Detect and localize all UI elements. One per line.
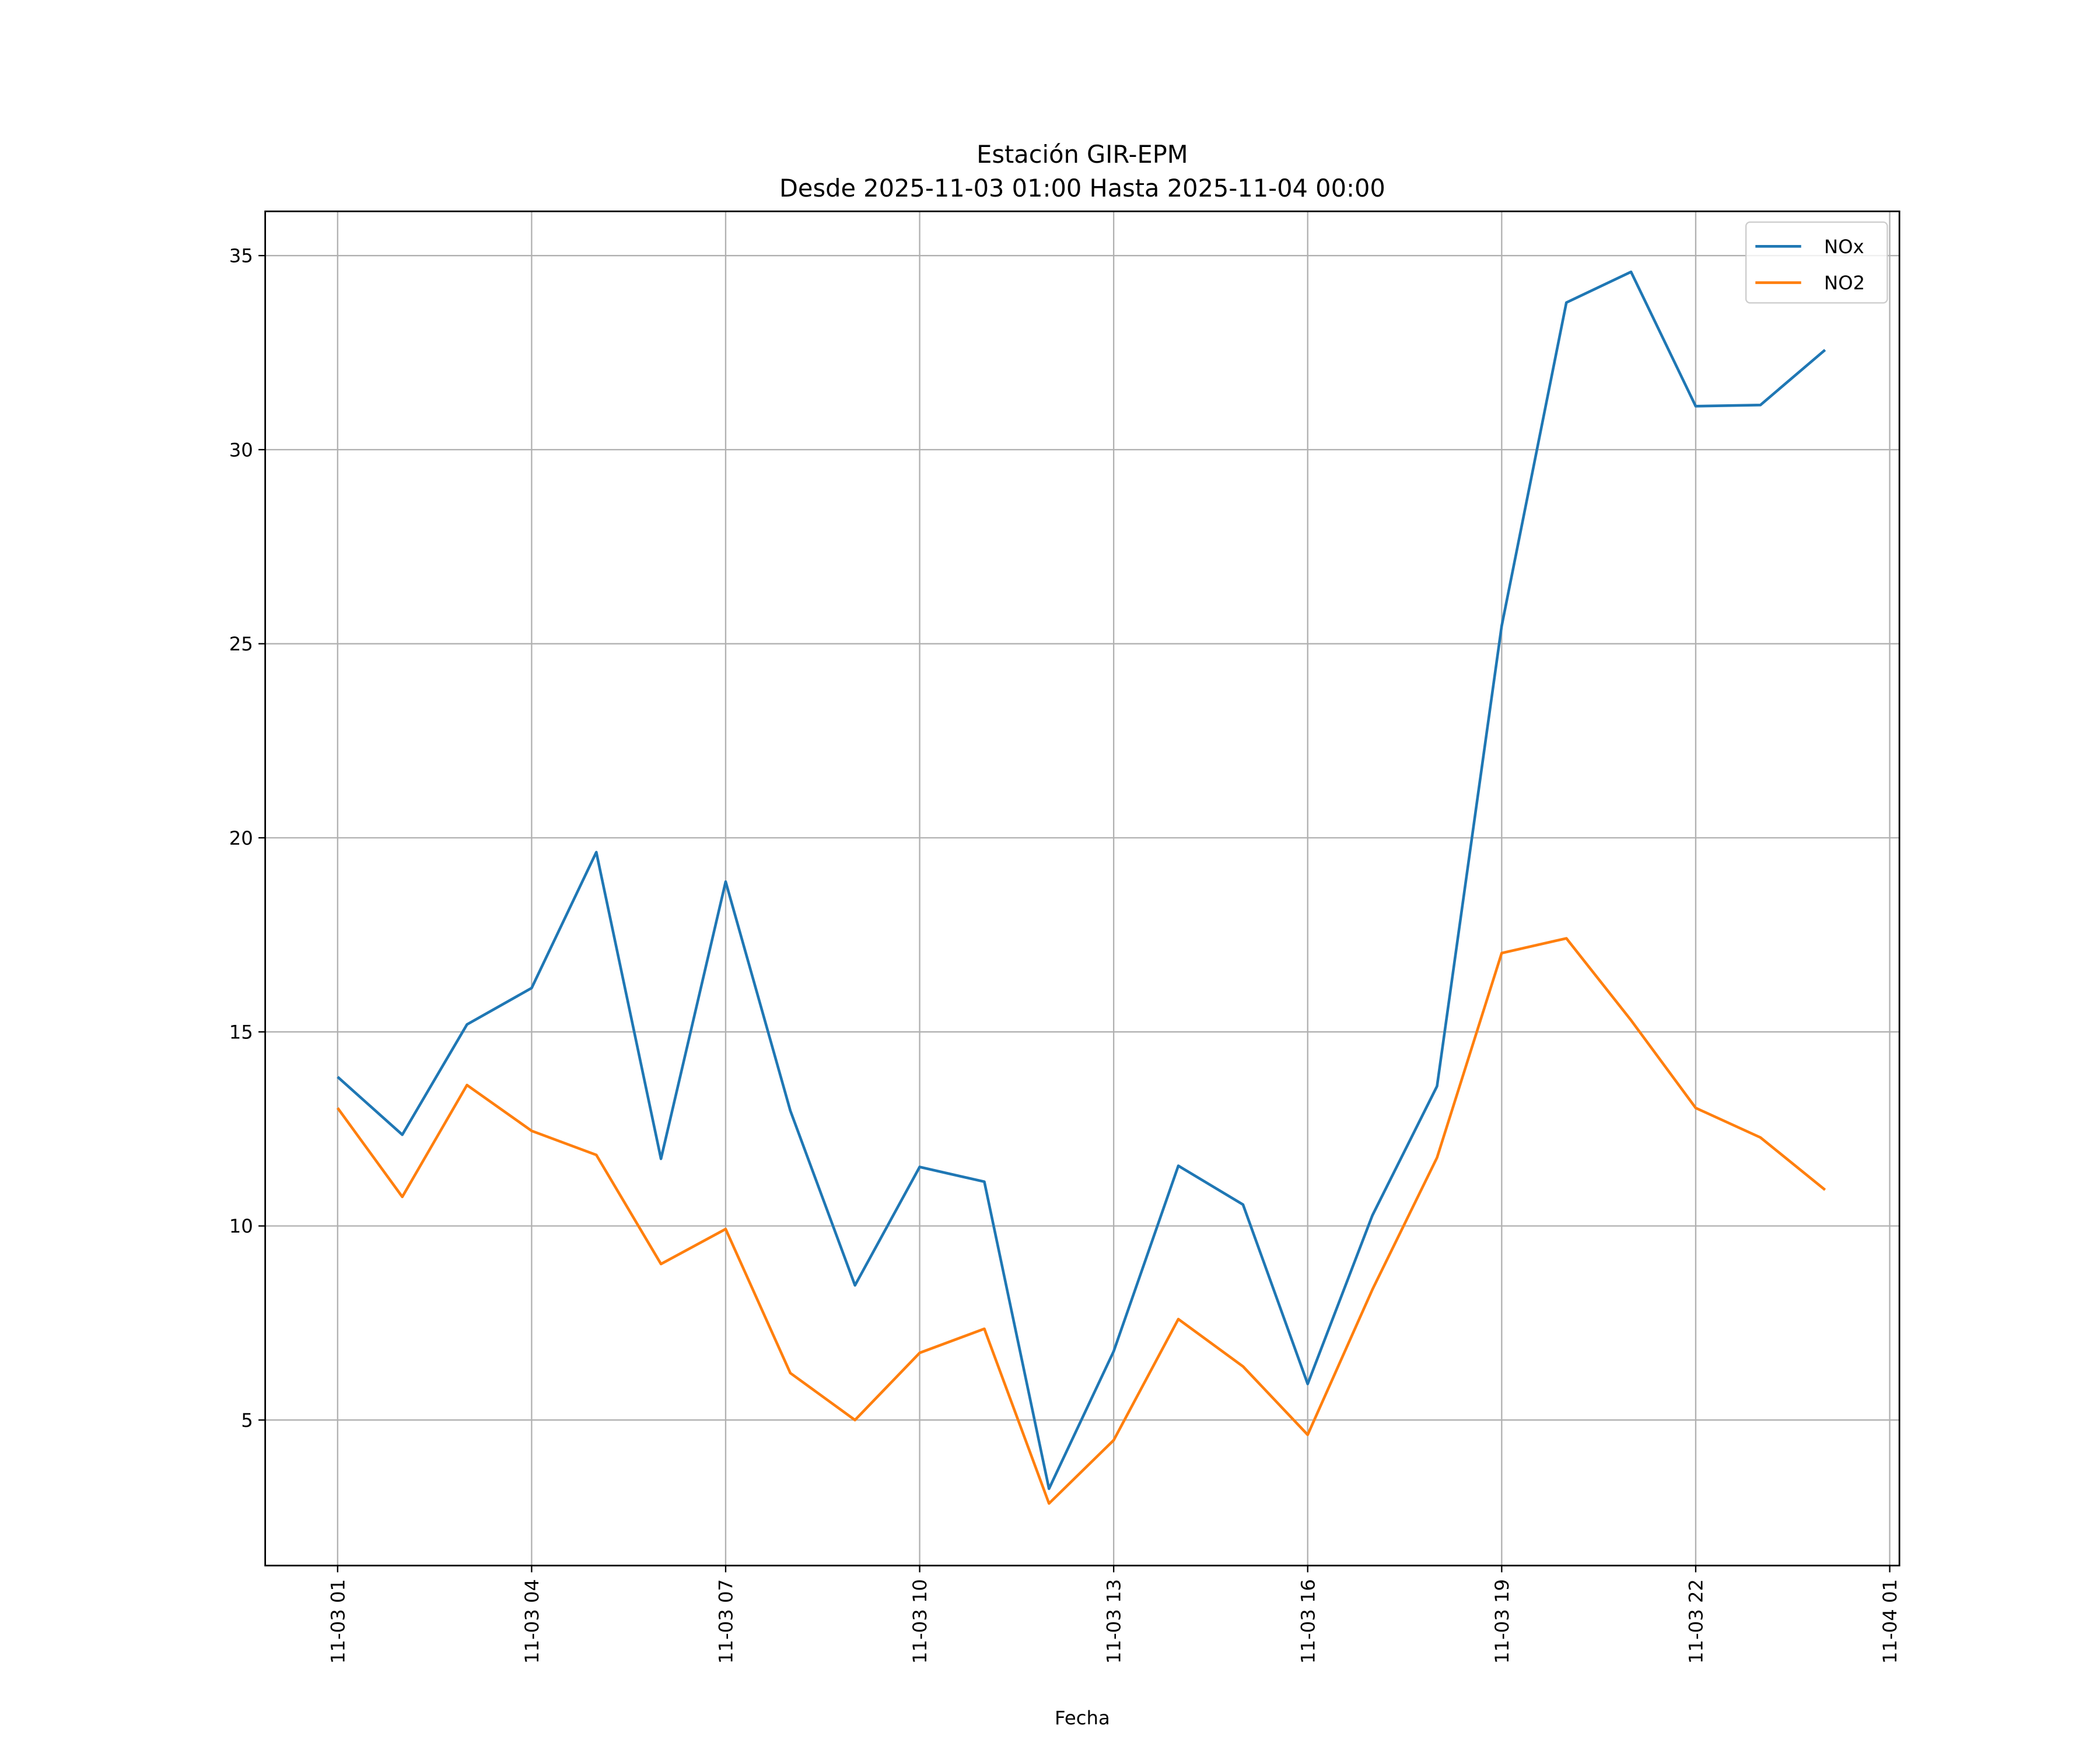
series-line-no2 xyxy=(336,937,1826,1505)
chart-title: Estación GIR-EPM xyxy=(977,140,1188,169)
y-tick-label: 30 xyxy=(229,439,253,461)
x-tick-label: 11-03 13 xyxy=(1103,1579,1125,1664)
y-tick-label: 15 xyxy=(229,1021,253,1043)
x-axis: 11-03 01 11-03 04 11-03 07 11-03 10 11-03 13… xyxy=(327,1565,1901,1664)
series-lines xyxy=(336,270,1826,1505)
x-tick-label: 11-03 01 xyxy=(327,1579,349,1664)
y-tick-label: 20 xyxy=(229,827,253,849)
x-tick-label: 11-03 10 xyxy=(909,1579,931,1664)
x-tick-label: 11-03 16 xyxy=(1297,1579,1319,1664)
x-axis-label: Fecha xyxy=(1055,1707,1110,1729)
x-tick-label: 11-04 01 xyxy=(1879,1579,1901,1664)
y-axis: 5 10 15 20 25 30 35 xyxy=(229,245,265,1432)
y-tick-label: 25 xyxy=(229,633,253,655)
x-tick-label: 11-03 07 xyxy=(715,1579,737,1664)
y-tick-label: 5 xyxy=(241,1409,253,1432)
legend-box xyxy=(1745,221,1888,304)
x-tick-label: 11-03 19 xyxy=(1491,1579,1513,1664)
legend: NOx NO2 xyxy=(1745,221,1888,304)
plot-frame xyxy=(264,210,1901,1567)
series-line-nox xyxy=(337,270,1826,1490)
y-tick-label: 10 xyxy=(229,1215,253,1237)
x-tick-label: 11-03 22 xyxy=(1685,1579,1707,1664)
x-tick-label: 11-03 04 xyxy=(521,1579,543,1664)
y-tick-label: 35 xyxy=(229,245,253,267)
legend-label-nox: NOx xyxy=(1824,236,1864,258)
legend-label-no2: NO2 xyxy=(1824,272,1865,294)
chart-subtitle: Desde 2025-11-03 01:00 Hasta 2025-11-04 … xyxy=(779,174,1385,202)
